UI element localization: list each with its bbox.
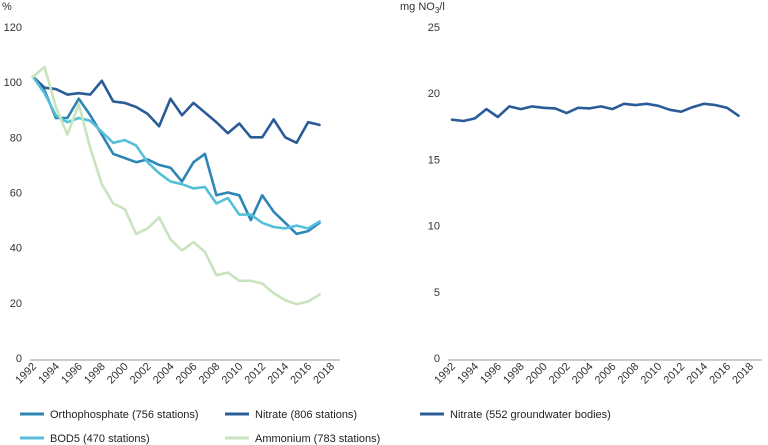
- left-x-tick-label: 2016: [288, 361, 314, 387]
- legend-item-groundwater-nitrate: Nitrate (552 groundwater bodies): [420, 409, 611, 421]
- left-y-tick-label: 0: [16, 353, 22, 365]
- legend-label-ammonium: Ammonium (783 stations): [255, 433, 380, 445]
- left-y-tick-label: 100: [4, 77, 22, 89]
- legend: Orthophosphate (756 stations) Nitrate (8…: [20, 409, 611, 445]
- left-x-tick-label: 1994: [36, 361, 62, 387]
- right-y-label-sub: 3: [435, 6, 440, 15]
- left-x-tick-label: 2012: [243, 361, 269, 387]
- left-y-tick-label: 60: [10, 188, 22, 200]
- right-series-line-nitrate: [450, 102, 740, 123]
- legend-item-ammonium: Ammonium (783 stations): [225, 433, 380, 445]
- right-y-tick-label: 5: [434, 287, 440, 299]
- left-x-tick-label: 2010: [220, 361, 246, 387]
- right-x-tick-label: 1998: [501, 361, 527, 387]
- left-x-tick-label: 2004: [151, 361, 177, 387]
- legend-item-orthophosphate: Orthophosphate (756 stations): [20, 409, 199, 421]
- legend-item-bod5: BOD5 (470 stations): [20, 433, 150, 445]
- right-x-tick-label: 2012: [662, 361, 688, 387]
- right-x-tick-label: 2000: [524, 361, 550, 387]
- right-x-tick-label: 2016: [707, 361, 733, 387]
- right-x-tick-label: 2006: [593, 361, 619, 387]
- right-x-tick-label: 2002: [547, 361, 573, 387]
- left-series-line-ammonium: [31, 65, 321, 306]
- right-x-tick-label: 2004: [570, 361, 596, 387]
- right-y-tick-label: 0: [434, 353, 440, 365]
- left-x-tick-label: 1996: [59, 361, 85, 387]
- left-x-tick-label: 2018: [311, 361, 337, 387]
- right-y-label-pre: mg NO: [400, 1, 435, 13]
- legend-item-nitrate: Nitrate (806 stations): [225, 409, 357, 421]
- left-series-line-bod5: [31, 75, 321, 230]
- left-series-line-orthophosphate: [31, 75, 321, 236]
- left-y-tick-label: 80: [10, 132, 22, 144]
- left-x-tick-label: 2002: [128, 361, 154, 387]
- right-x-tick-label: 2010: [639, 361, 665, 387]
- right-y-tick-label: 25: [428, 22, 440, 34]
- legend-label-bod5: BOD5 (470 stations): [50, 433, 150, 445]
- left-series-line-nitrate: [31, 75, 321, 145]
- legend-label-nitrate: Nitrate (806 stations): [255, 409, 357, 421]
- left-x-tick-label: 2006: [174, 361, 200, 387]
- right-x-tick-label: 2008: [616, 361, 642, 387]
- right-x-tick-label: 1994: [455, 361, 481, 387]
- right-x-tick-label: 1996: [478, 361, 504, 387]
- right-x-tick-label: 2014: [684, 361, 710, 387]
- right-x-tick-label: 2018: [730, 361, 756, 387]
- right-y-axis-label: mg NO3/l: [400, 1, 445, 15]
- left-x-tick-label: 2000: [105, 361, 131, 387]
- right-y-label-post: /l: [439, 1, 445, 13]
- legend-label-orthophosphate: Orthophosphate (756 stations): [50, 409, 199, 421]
- right-y-tick-label: 20: [428, 88, 440, 100]
- left-y-tick-label: 120: [4, 22, 22, 34]
- left-x-tick-label: 2014: [265, 361, 291, 387]
- legend-label-groundwater-nitrate: Nitrate (552 groundwater bodies): [450, 409, 611, 421]
- left-x-tick-label: 1998: [82, 361, 108, 387]
- right-y-tick-label: 10: [428, 221, 440, 233]
- left-y-tick-label: 20: [10, 298, 22, 310]
- left-y-axis-label: %: [2, 1, 12, 13]
- left-y-tick-label: 40: [10, 243, 22, 255]
- right-y-tick-label: 15: [428, 154, 440, 166]
- left-x-tick-label: 2008: [197, 361, 223, 387]
